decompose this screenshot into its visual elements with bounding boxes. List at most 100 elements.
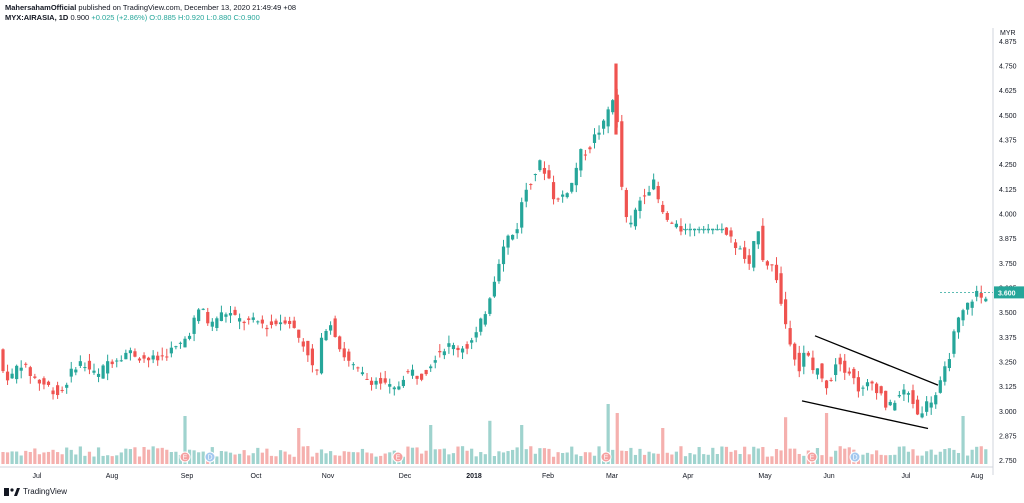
- volume-bar: [133, 447, 137, 464]
- candle-body: [875, 383, 879, 394]
- y-tick-label: 4.625: [999, 88, 1017, 95]
- volume-bar: [683, 456, 688, 464]
- candle-body: [147, 357, 151, 361]
- candle-body: [65, 384, 69, 388]
- volume-bar: [347, 451, 351, 464]
- candle-body: [51, 390, 55, 395]
- volume-bar: [875, 450, 879, 464]
- volume-bar: [702, 454, 706, 464]
- volume-bar: [483, 454, 487, 464]
- marker-label: E: [396, 455, 401, 462]
- volume-bar: [902, 446, 906, 464]
- volume-bar: [429, 425, 433, 464]
- volume-bar: [410, 447, 415, 464]
- volume-bar: [752, 446, 756, 464]
- volume-bar: [756, 448, 760, 464]
- y-tick-label: 4.750: [999, 64, 1017, 71]
- candle-body: [96, 373, 101, 377]
- candle-body: [570, 182, 574, 192]
- volume-bar: [533, 453, 537, 464]
- volume-bar: [674, 451, 678, 464]
- volume-bar: [215, 456, 219, 464]
- candle-body: [106, 361, 110, 374]
- volume-bar: [447, 454, 451, 464]
- volume-bar: [37, 454, 41, 464]
- volume-bar: [283, 451, 287, 464]
- candle-body: [420, 373, 424, 380]
- candle-body: [238, 318, 242, 322]
- volume-bar: [324, 453, 328, 464]
- candle-body: [379, 378, 383, 384]
- candle-body: [438, 351, 442, 353]
- marker-label: E: [810, 455, 815, 462]
- candle-body: [956, 317, 961, 333]
- candle-body: [178, 342, 183, 344]
- volume-bar: [260, 452, 264, 464]
- volume-bar: [319, 449, 324, 464]
- candle-body: [451, 345, 456, 350]
- volume-bar: [92, 456, 96, 464]
- volume-bar: [310, 456, 314, 464]
- candle-body: [538, 160, 542, 171]
- candle-body: [479, 318, 483, 332]
- candle-body: [592, 134, 597, 143]
- volume-bar: [793, 448, 797, 464]
- x-tick-label: 2018: [466, 473, 482, 480]
- candle-body: [774, 264, 779, 281]
- candle-body: [128, 350, 132, 354]
- candle-body: [597, 132, 601, 135]
- candle-body: [556, 198, 560, 200]
- volume-bar: [743, 446, 747, 464]
- candle-body: [78, 361, 82, 366]
- volume-bar: [511, 449, 515, 464]
- candle-body: [884, 390, 888, 408]
- author-name[interactable]: MahersahamOfficial: [5, 3, 77, 12]
- candle-body: [838, 357, 842, 365]
- volume-bar: [42, 452, 46, 464]
- candle-body: [870, 381, 874, 384]
- candle-body: [865, 382, 870, 387]
- candle-body: [938, 380, 942, 393]
- candle-body: [679, 226, 683, 232]
- candle-body: [811, 357, 815, 371]
- candle-body: [156, 355, 160, 361]
- candle-body: [465, 344, 469, 349]
- volume-bar: [515, 447, 519, 464]
- candle-body: [333, 318, 337, 338]
- candle-body: [665, 212, 669, 220]
- candle-body: [515, 229, 519, 234]
- volume-bar: [174, 451, 178, 464]
- volume-bar: [784, 417, 788, 464]
- candle-body: [497, 263, 501, 282]
- tradingview-logo[interactable]: TradingView: [4, 487, 67, 496]
- candle-body: [374, 380, 378, 385]
- volume-bar: [943, 449, 947, 464]
- candle-body: [142, 355, 146, 359]
- candle-body: [410, 369, 415, 376]
- candle-body: [861, 387, 865, 389]
- volume-bar: [101, 455, 105, 464]
- marker-label: E: [183, 455, 188, 462]
- candle-body: [947, 359, 951, 368]
- volume-bar: [224, 451, 228, 464]
- candle-body: [574, 167, 578, 186]
- volume-bar: [183, 416, 187, 464]
- volume-bar: [588, 452, 592, 464]
- candle-body: [925, 401, 929, 412]
- volume-bar: [761, 446, 765, 464]
- candle-body: [533, 174, 537, 176]
- candle-body: [24, 363, 28, 365]
- candle-body: [406, 371, 410, 373]
- candle-body: [460, 348, 465, 353]
- volume-bar: [697, 447, 701, 464]
- volume-bar: [679, 446, 683, 464]
- candle-body: [920, 413, 924, 418]
- candle-body: [602, 120, 606, 129]
- volume-bar: [556, 452, 560, 464]
- volume-bar: [333, 455, 337, 464]
- volume-bar: [115, 455, 119, 464]
- y-tick-label: 3.375: [999, 335, 1017, 342]
- candle-body: [688, 229, 692, 231]
- current-price-label: 3.600: [998, 290, 1016, 297]
